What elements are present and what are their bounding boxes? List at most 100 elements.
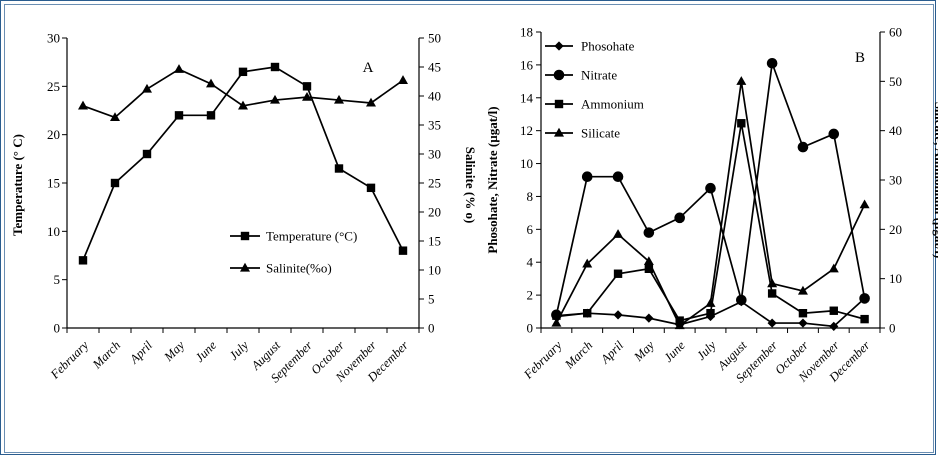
data-point — [78, 256, 88, 265]
data-point — [798, 309, 808, 318]
series-line — [555, 81, 866, 327]
legend-swatch-marker — [553, 69, 565, 81]
series-line — [556, 123, 865, 322]
data-point — [767, 318, 777, 328]
series-ammonium — [552, 119, 869, 325]
data-point — [644, 313, 654, 323]
figure-inner-frame — [4, 4, 934, 453]
panel-label: B — [855, 50, 865, 66]
data-point — [78, 100, 88, 110]
series-temperature-c- — [78, 62, 408, 265]
x-category-label: June — [661, 338, 688, 365]
data-point — [613, 269, 623, 278]
x-category-label: April — [126, 338, 155, 367]
data-point — [797, 285, 808, 295]
data-point — [174, 111, 184, 120]
series-salinite-o- — [78, 64, 408, 122]
legend-swatch-marker — [554, 127, 564, 137]
data-point — [613, 310, 623, 320]
left-tick-label: 12 — [520, 123, 533, 138]
right-tick-label: 35 — [428, 118, 441, 133]
data-point — [552, 311, 561, 320]
left-tick-label: 16 — [520, 57, 534, 72]
data-point — [110, 178, 120, 188]
right-axis-title: Salinite (% o) — [463, 147, 478, 224]
legend: Temperature (°C) Salinite(%o) — [230, 229, 357, 276]
data-point — [705, 182, 716, 194]
left-tick-label: 25 — [47, 79, 60, 94]
data-point — [829, 306, 838, 315]
left-axis-title: Phosohate, Nitrate (µgat/l) — [485, 106, 500, 253]
legend-swatch-marker — [554, 41, 564, 51]
data-point — [767, 289, 777, 298]
data-point — [828, 263, 839, 273]
data-point — [110, 112, 120, 122]
left-axis-title: Temperature (° C) — [10, 134, 25, 236]
legend-swatch-marker — [240, 231, 250, 241]
data-point — [859, 293, 870, 304]
data-point — [736, 76, 747, 85]
data-point — [238, 67, 248, 77]
right-axis-title: Silicate, Ammonium (µgat/l) — [932, 102, 938, 259]
data-point — [398, 75, 408, 84]
right-tick-label: 25 — [428, 176, 441, 191]
left-tick-label: 5 — [54, 272, 61, 287]
data-point — [366, 183, 376, 193]
data-point — [366, 97, 376, 107]
legend-entry: Salinite(%o) — [230, 261, 332, 276]
data-point — [860, 314, 869, 324]
right-tick-label: 10 — [428, 263, 441, 278]
data-point — [334, 94, 344, 104]
right-tick-label: 20 — [428, 205, 441, 220]
x-category-label: May — [161, 338, 188, 365]
series-line — [82, 68, 404, 119]
left-tick-label: 4 — [527, 255, 534, 270]
data-point — [613, 229, 624, 238]
legend-label: Salinite(%o) — [266, 261, 332, 276]
right-tick-label: 0 — [428, 321, 435, 336]
data-point — [737, 119, 746, 128]
legend-label: Phosohate — [581, 39, 635, 54]
data-point — [674, 212, 685, 224]
right-tick-label: 0 — [889, 321, 896, 336]
right-tick-label: 40 — [889, 123, 902, 138]
x-category-label: July — [226, 338, 251, 363]
data-point — [270, 62, 280, 72]
left-tick-label: 0 — [54, 321, 61, 336]
x-category-label: July — [694, 338, 719, 363]
data-point — [674, 320, 685, 330]
left-tick-label: 2 — [527, 288, 534, 303]
right-tick-label: 30 — [428, 147, 441, 162]
data-point — [302, 82, 312, 91]
legend-label: Temperature (°C) — [266, 229, 357, 244]
data-point — [705, 298, 716, 307]
data-point — [302, 91, 312, 101]
data-point — [736, 294, 747, 306]
legend: Phosohate Nitrate Ammonium Silicate — [545, 39, 644, 141]
left-tick-label: 8 — [527, 189, 534, 204]
right-tick-label: 60 — [889, 25, 902, 40]
legend-entry: Temperature (°C) — [230, 229, 357, 244]
right-tick-label: 5 — [428, 292, 435, 307]
data-point — [644, 264, 654, 273]
data-point — [706, 309, 715, 318]
data-point — [859, 199, 870, 209]
data-point — [643, 227, 655, 238]
data-point — [238, 100, 248, 110]
x-category-label: March — [89, 338, 123, 372]
series-nitrate — [551, 57, 870, 321]
legend-entry: Ammonium — [545, 97, 644, 112]
data-point — [583, 309, 592, 318]
left-tick-label: 6 — [527, 222, 534, 237]
right-tick-label: 30 — [889, 173, 902, 188]
data-point — [581, 171, 593, 183]
legend-label: Ammonium — [581, 97, 644, 112]
x-category-label: February — [521, 338, 565, 382]
x-category-label: June — [193, 338, 220, 365]
chart-panel-a: 0 5 10 15 20 25 30 0 5 10 15 20 25 30 35 40 45 50 February… — [10, 31, 478, 386]
left-tick-label: 30 — [47, 31, 60, 46]
legend-label: Silicate — [581, 126, 620, 141]
data-point — [551, 317, 562, 327]
